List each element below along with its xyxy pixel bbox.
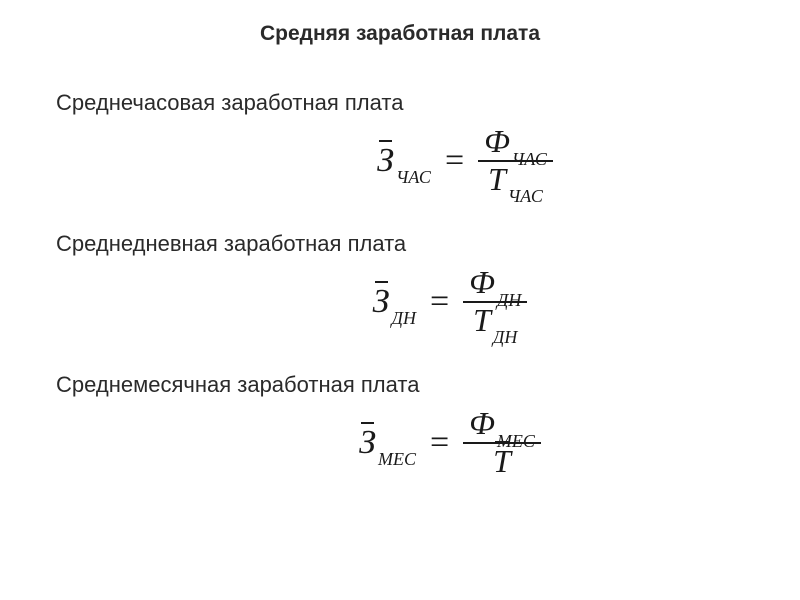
hourly-formula: З ЧАС = Ф ЧАС Т ЧАС	[56, 124, 744, 197]
overline	[375, 281, 388, 283]
numerator: Ф ЧАС	[478, 124, 553, 160]
lhs-var-bar: З	[359, 426, 376, 460]
lhs: З МЕС	[359, 426, 416, 460]
fraction: Ф МЕС Т	[463, 406, 541, 479]
den-var: Т	[488, 163, 506, 197]
lhs-sub: МЕС	[378, 449, 416, 470]
hourly-label: Среднечасовая заработная плата	[56, 90, 744, 116]
formula: З ДН = Ф ДН Т ДН	[373, 265, 528, 338]
lhs-var: З	[373, 283, 390, 320]
numerator: Ф МЕС	[463, 406, 541, 442]
num-sub: ЧАС	[512, 150, 547, 169]
lhs: З ДН	[373, 285, 416, 319]
den-var-bar: Т	[493, 445, 511, 479]
fraction: Ф ЧАС Т ЧАС	[478, 124, 553, 197]
equals-sign: =	[430, 283, 449, 321]
lhs-var: З	[359, 424, 376, 461]
overline	[495, 441, 509, 443]
slide-page: Средняя заработная плата Среднечасовая з…	[0, 0, 800, 480]
num-sub: ДН	[497, 291, 521, 310]
lhs: З ЧАС	[377, 144, 431, 178]
lhs-var: З	[377, 142, 394, 179]
monthly-formula: З МЕС = Ф МЕС Т	[56, 406, 744, 479]
formula: З ЧАС = Ф ЧАС Т ЧАС	[377, 124, 553, 197]
numerator: Ф ДН	[463, 265, 527, 301]
num-var: Ф	[469, 266, 495, 300]
daily-label: Среднедневная заработная плата	[56, 231, 744, 257]
den-sub: ЧАС	[508, 187, 543, 206]
overline	[361, 422, 374, 424]
lhs-sub: ЧАС	[396, 167, 431, 188]
lhs-var-bar: З	[373, 285, 390, 319]
formula: З МЕС = Ф МЕС Т	[359, 406, 541, 479]
daily-formula: З ДН = Ф ДН Т ДН	[56, 265, 744, 338]
fraction: Ф ДН Т ДН	[463, 265, 527, 338]
page-title: Средняя заработная плата	[56, 22, 744, 46]
lhs-sub: ДН	[392, 308, 416, 329]
num-var: Ф	[484, 125, 510, 159]
den-sub: ДН	[493, 328, 517, 347]
monthly-label: Среднемесячная заработная плата	[56, 372, 744, 398]
equals-sign: =	[430, 424, 449, 462]
den-var: Т	[473, 304, 491, 338]
num-var: Ф	[469, 407, 495, 441]
equals-sign: =	[445, 142, 464, 180]
overline	[379, 140, 392, 142]
lhs-var-bar: З	[377, 144, 394, 178]
den-var: Т	[493, 443, 511, 479]
